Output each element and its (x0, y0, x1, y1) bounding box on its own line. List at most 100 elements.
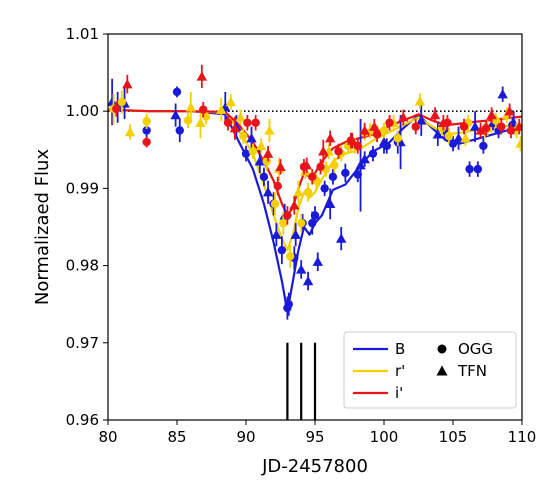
data-point-i-ogg (316, 162, 325, 171)
data-point-r-tfn (235, 112, 246, 122)
legend: Br' i' OGG TFN (343, 331, 517, 409)
data-point-r-ogg (270, 199, 280, 209)
data-point-i-ogg (308, 172, 317, 182)
data-point-r-ogg (117, 97, 127, 107)
data-point-r-tfn (124, 126, 136, 137)
data-point-B-tfn (336, 233, 347, 243)
data-point-r-tfn (293, 187, 304, 197)
data-point-i-ogg (243, 118, 252, 127)
data-point-i-tfn (475, 125, 486, 135)
x-tick-label: 95 (305, 428, 324, 446)
data-point-i-tfn (301, 160, 312, 170)
legend-box (343, 331, 517, 409)
y-tick-label: 0.96 (66, 411, 99, 429)
legend-marker-triangle (436, 365, 448, 376)
data-point-r-tfn (255, 140, 267, 151)
data-point-i-tfn (486, 109, 497, 120)
data-point-B-ogg (328, 172, 338, 182)
x-tick-label: 85 (167, 428, 186, 446)
data-point-B-tfn (469, 121, 481, 131)
y-tick-label: 1.01 (66, 25, 99, 43)
data-point-B-ogg (284, 300, 293, 309)
model-line-B (108, 108, 522, 313)
data-point-B-ogg (320, 184, 329, 193)
y-tick-label: 0.98 (66, 257, 99, 275)
data-point-B-tfn (262, 187, 274, 197)
data-point-B-tfn (355, 160, 366, 170)
data-point-i-ogg (481, 123, 491, 133)
data-point-B-tfn (254, 156, 265, 166)
data-point-i-ogg (497, 122, 506, 131)
data-point-r-ogg (444, 131, 454, 141)
x-axis-label: JD-2457800 (261, 456, 368, 477)
data-point-B-ogg (341, 168, 350, 178)
data-point-B-ogg (259, 172, 269, 182)
data-point-r-tfn (414, 95, 426, 106)
data-point-r-tfn (460, 133, 471, 143)
x-tick-label: 80 (98, 428, 117, 446)
data-point-B-tfn (416, 115, 427, 125)
data-point-i-tfn (347, 135, 358, 145)
data-point-B-tfn (378, 136, 390, 147)
data-point-r-tfn (515, 138, 522, 148)
data-point-i-ogg (142, 137, 151, 147)
data-point-B-ogg (465, 164, 474, 174)
data-point-r-tfn (195, 117, 206, 127)
y-tick-label: 0.99 (66, 179, 99, 197)
model-line-i (108, 108, 522, 217)
data-point-B-tfn (497, 89, 508, 99)
axes-layer: 80 85 90 95 100 105 110 0.96 0.97 0.98 0.99 1.00 1.0… (66, 25, 537, 446)
data-point-B-tfn (290, 229, 301, 239)
data-point-i-tfn (275, 161, 286, 171)
data-point-i-ogg (506, 126, 516, 135)
data-point-i-tfn (398, 112, 409, 122)
data-point-r-ogg (262, 157, 271, 166)
data-point-B-tfn (324, 198, 336, 208)
data-point-r-tfn (185, 102, 196, 112)
data-point-B-ogg (175, 126, 184, 135)
data-point-B-ogg (368, 149, 378, 158)
data-point-i-ogg (385, 118, 394, 127)
data-point-r-tfn (225, 96, 237, 107)
x-tick-label: 110 (508, 428, 537, 446)
y-axis-label: Normalizaed Flux (32, 149, 53, 306)
data-point-i-ogg (411, 122, 420, 131)
data-layer (108, 64, 522, 420)
x-tick-label: 105 (439, 428, 468, 446)
data-point-i-tfn (318, 146, 329, 156)
data-point-r-tfn (264, 125, 275, 135)
data-point-i-tfn (262, 148, 274, 158)
data-point-i-tfn (359, 125, 370, 135)
data-point-i-tfn (504, 106, 515, 116)
data-point-r-ogg (279, 218, 288, 228)
data-point-B-ogg (479, 141, 488, 151)
data-point-i-tfn (229, 122, 241, 133)
data-point-i-tfn (289, 200, 300, 210)
legend-label-r: r' (395, 362, 405, 380)
data-point-B-tfn (359, 153, 370, 164)
data-point-i-tfn (196, 71, 208, 81)
data-point-i-ogg (112, 104, 121, 114)
data-point-i-tfn (122, 78, 133, 89)
x-tick-label: 90 (236, 428, 255, 446)
data-point-B-tfn (432, 129, 444, 139)
legend-marker-circle (437, 344, 447, 354)
data-point-B-ogg (277, 245, 287, 255)
data-point-r-ogg (379, 126, 389, 135)
data-point-B-tfn (170, 109, 181, 120)
data-point-B-ogg (241, 149, 251, 158)
data-point-r-ogg (303, 188, 313, 197)
data-point-i-ogg (283, 211, 292, 220)
data-point-B-tfn (312, 256, 323, 266)
data-point-r-tfn (215, 104, 227, 114)
data-point-i-tfn (514, 121, 522, 131)
data-point-i-ogg (251, 118, 260, 127)
data-point-B-tfn (302, 275, 314, 286)
y-tick-label: 0.97 (66, 334, 99, 352)
legend-label-ogg: OGG (458, 340, 493, 358)
legend-label-B: B (395, 340, 405, 358)
data-point-r-ogg (142, 117, 151, 126)
data-point-r-ogg (393, 134, 402, 143)
data-point-i-ogg (199, 105, 208, 114)
